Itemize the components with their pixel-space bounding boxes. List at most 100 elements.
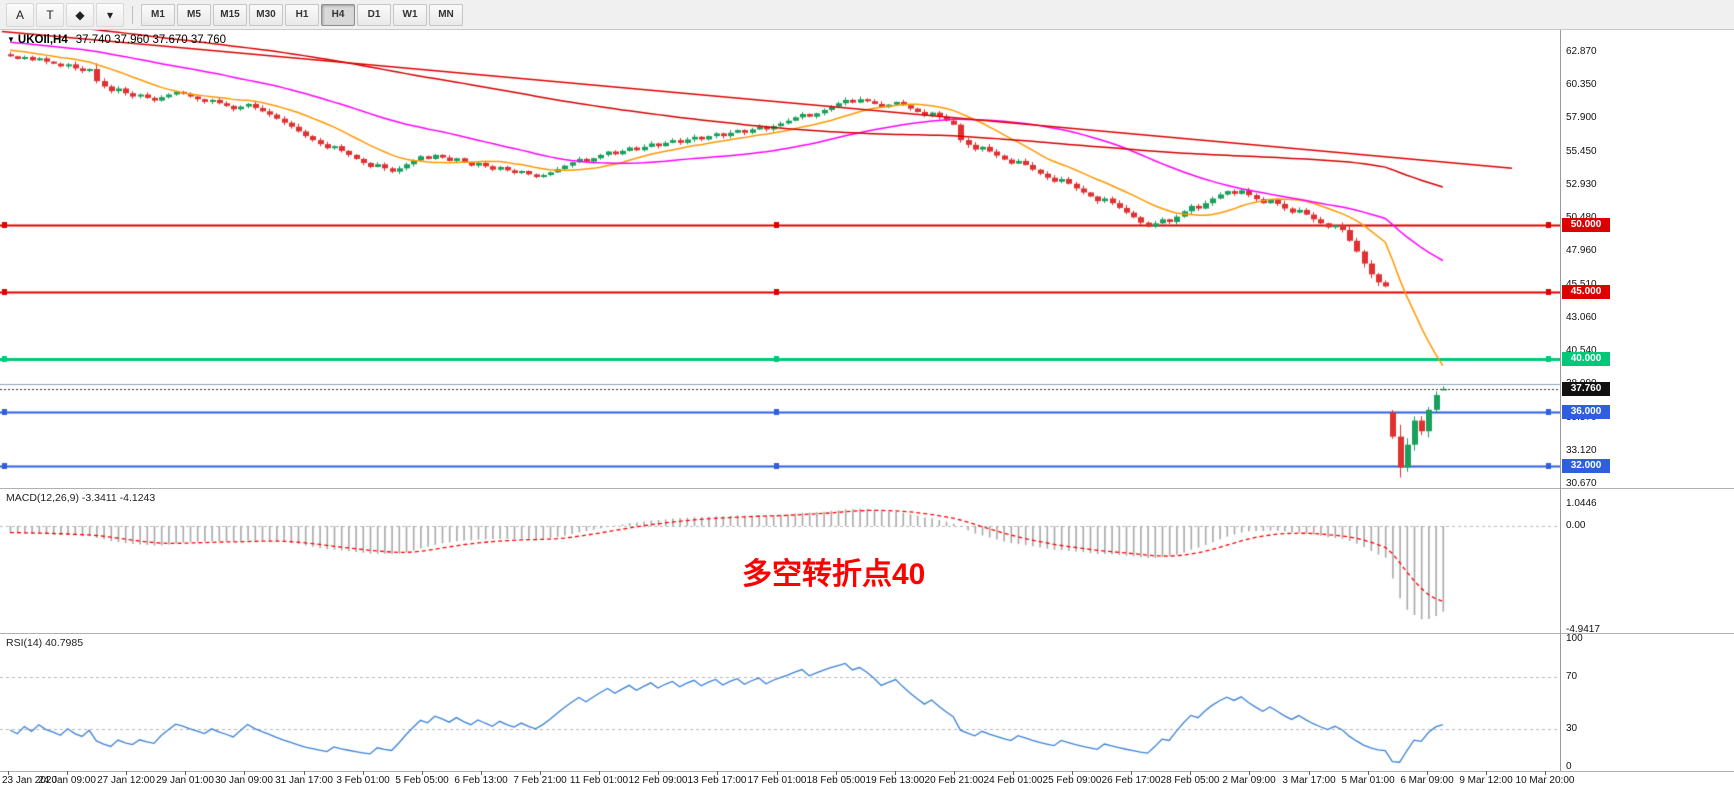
time-axis-label: 11 Feb 01:00 bbox=[569, 775, 629, 786]
time-axis-tick-mark bbox=[599, 771, 600, 775]
time-axis-tick-mark bbox=[8, 771, 9, 775]
time-axis-tick-mark bbox=[126, 771, 127, 775]
price-level-badge-32.000[interactable]: 32.000 bbox=[1562, 459, 1610, 474]
timeframe-button-m5[interactable]: M5 bbox=[177, 3, 211, 26]
time-axis-tick-mark bbox=[422, 771, 423, 775]
price-axis-tick: 50.480 bbox=[1566, 212, 1597, 223]
time-axis-label: 2 Mar 09:00 bbox=[1222, 775, 1276, 786]
drawing-tools-button[interactable]: ◆ bbox=[66, 2, 94, 27]
macd-indicator-label: MACD(12,26,9) -3.3411 -4.1243 bbox=[6, 492, 156, 504]
time-axis-tick-mark bbox=[717, 771, 718, 775]
time-axis-tick-mark bbox=[244, 771, 245, 775]
price-axis-tick: 33.120 bbox=[1566, 444, 1597, 456]
time-axis-label: 9 Mar 12:00 bbox=[1459, 775, 1513, 786]
macd-axis-tick: 0.00 bbox=[1566, 519, 1586, 531]
time-axis-tick-mark bbox=[481, 771, 482, 775]
time-axis-label: 5 Feb 05:00 bbox=[395, 775, 449, 786]
timeframe-button-h4[interactable]: H4 bbox=[321, 3, 355, 26]
time-axis-label: 20 Feb 21:00 bbox=[924, 775, 984, 786]
price-axis-tick: 43.060 bbox=[1566, 311, 1597, 323]
price-level-badge-45.000[interactable]: 45.000 bbox=[1562, 284, 1610, 299]
time-axis-label: 3 Feb 01:00 bbox=[336, 775, 390, 786]
time-axis-tick-mark bbox=[895, 771, 896, 775]
macd-rsi-divider[interactable] bbox=[0, 633, 1734, 634]
rsi-axis-tick: 30 bbox=[1566, 722, 1578, 734]
time-axis-tick-mark bbox=[1427, 771, 1428, 775]
time-axis-tick-mark bbox=[658, 771, 659, 775]
timeframe-button-m30[interactable]: M30 bbox=[249, 3, 283, 26]
time-axis-label: 26 Feb 17:00 bbox=[1101, 775, 1161, 786]
chart-title: ▼ UKOIl,H4 37.740 37.960 37.670 37.760 bbox=[7, 34, 226, 46]
price-level-badge-36.000[interactable]: 36.000 bbox=[1562, 405, 1610, 420]
rsi-timeaxis-divider bbox=[0, 771, 1734, 772]
symbol-period-label: UKOIl,H4 bbox=[17, 34, 68, 46]
time-axis-tick-mark bbox=[954, 771, 955, 775]
price-chart-canvas[interactable] bbox=[0, 30, 1560, 488]
time-axis-label: 3 Mar 17:00 bbox=[1282, 775, 1336, 786]
collapse-triangle-icon[interactable]: ▼ bbox=[7, 35, 15, 44]
chart-annotation-text: 多空转折点40 bbox=[742, 558, 926, 591]
price-axis-tick: 62.870 bbox=[1566, 46, 1597, 57]
rsi-indicator-label: RSI(14) 40.7985 bbox=[6, 637, 84, 649]
time-axis-tick-mark bbox=[1013, 771, 1014, 775]
timeframe-button-m15[interactable]: M15 bbox=[213, 3, 247, 26]
price-axis-tick: 52.930 bbox=[1566, 178, 1597, 190]
time-axis-label: 23 Jan 2020 bbox=[2, 775, 58, 786]
macd-axis-tick: 1.0446 bbox=[1566, 498, 1597, 509]
time-axis-label: 25 Feb 09:00 bbox=[1042, 775, 1102, 786]
price-axis-tick: 40.540 bbox=[1566, 345, 1597, 357]
price-axis-tick: 55.450 bbox=[1566, 145, 1597, 157]
time-axis-label: 12 Feb 09:00 bbox=[628, 775, 688, 786]
time-axis-tick-mark bbox=[67, 771, 68, 775]
drawing-tools-dropdown-button[interactable]: ▾ bbox=[96, 2, 124, 27]
price-macd-divider[interactable] bbox=[0, 488, 1734, 489]
price-axis-tick: 60.350 bbox=[1566, 79, 1597, 91]
timeframe-button-w1[interactable]: W1 bbox=[393, 3, 427, 26]
time-axis-tick-mark bbox=[1486, 771, 1487, 775]
time-axis-label: 28 Feb 05:00 bbox=[1160, 775, 1220, 786]
toolbar-tools: A T ◆ ▾ bbox=[6, 2, 124, 27]
text-box-tool-button[interactable]: T bbox=[36, 2, 64, 27]
time-axis-label: 30 Jan 09:00 bbox=[215, 775, 273, 786]
price-level-badge-40.000[interactable]: 40.000 bbox=[1562, 351, 1610, 366]
ohlc-values: 37.740 37.960 37.670 37.760 bbox=[75, 34, 227, 46]
time-axis-tick-mark bbox=[304, 771, 305, 775]
timeframe-toolbar: M1 M5 M15 M30 H1 H4 D1 W1 MN bbox=[141, 3, 465, 26]
time-axis-label: 18 Feb 05:00 bbox=[806, 775, 866, 786]
time-axis-tick-mark bbox=[1190, 771, 1191, 775]
time-axis-label: 31 Jan 17:00 bbox=[275, 775, 333, 786]
time-axis-label: 7 Feb 21:00 bbox=[513, 775, 567, 786]
rsi-axis-tick: 70 bbox=[1566, 671, 1578, 683]
price-scale-separator[interactable] bbox=[1560, 30, 1561, 771]
toolbar: A T ◆ ▾ M1 M5 M15 M30 H1 H4 D1 W1 MN bbox=[0, 0, 1734, 30]
time-axis-tick-mark bbox=[1368, 771, 1369, 775]
time-axis-label: 24 Jan 09:00 bbox=[38, 775, 96, 786]
rsi-panel-canvas[interactable] bbox=[0, 634, 1560, 771]
toolbar-separator bbox=[132, 5, 133, 24]
time-axis-tick-mark bbox=[540, 771, 541, 775]
macd-axis-tick: -4.9417 bbox=[1566, 624, 1600, 635]
time-axis-label: 24 Feb 01:00 bbox=[983, 775, 1043, 786]
timeframe-button-mn[interactable]: MN bbox=[429, 3, 463, 26]
price-axis-tick: 30.670 bbox=[1566, 478, 1597, 489]
price-axis-tick: 47.960 bbox=[1566, 245, 1597, 257]
price-axis-tick: 45.510 bbox=[1566, 279, 1597, 290]
price-axis-tick: 57.900 bbox=[1566, 112, 1597, 124]
time-axis-label: 13 Feb 17:00 bbox=[687, 775, 747, 786]
timeframe-button-h1[interactable]: H1 bbox=[285, 3, 319, 26]
time-axis-label: 27 Jan 12:00 bbox=[97, 775, 155, 786]
time-axis-tick-mark bbox=[777, 771, 778, 775]
price-level-badge-50.000[interactable]: 50.000 bbox=[1562, 217, 1610, 232]
macd-panel-canvas[interactable] bbox=[0, 489, 1560, 633]
time-axis-label: 6 Mar 09:00 bbox=[1400, 775, 1454, 786]
rsi-axis-tick: 100 bbox=[1566, 633, 1583, 644]
timeframe-button-m1[interactable]: M1 bbox=[141, 3, 175, 26]
timeframe-button-d1[interactable]: D1 bbox=[357, 3, 391, 26]
time-axis-label: 29 Jan 01:00 bbox=[156, 775, 214, 786]
time-axis-tick-mark bbox=[1131, 771, 1132, 775]
time-axis-tick-mark bbox=[363, 771, 364, 775]
time-axis-tick-mark bbox=[1545, 771, 1546, 775]
time-axis-tick-mark bbox=[1309, 771, 1310, 775]
time-axis-tick-mark bbox=[1249, 771, 1250, 775]
text-label-tool-button[interactable]: A bbox=[6, 2, 34, 27]
